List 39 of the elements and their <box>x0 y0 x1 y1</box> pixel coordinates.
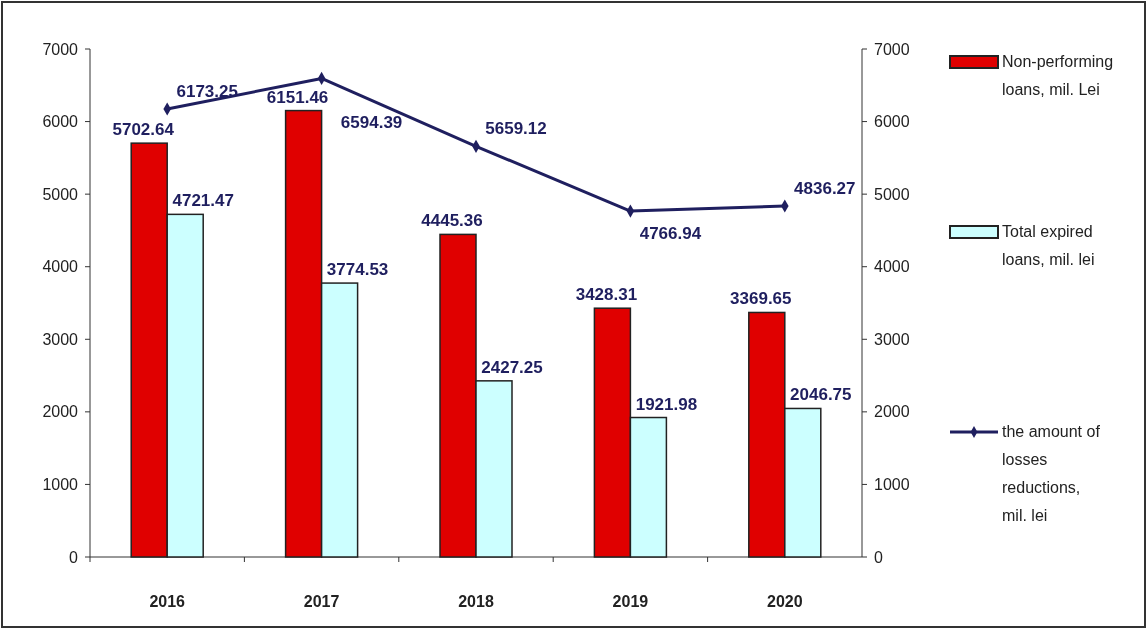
y2-tick-label: 5000 <box>874 185 910 203</box>
data-label: 4721.47 <box>172 191 234 211</box>
y-tick-label: 2000 <box>42 403 79 421</box>
data-label: 2046.75 <box>790 385 852 405</box>
data-label: 1921.98 <box>635 394 698 414</box>
x-tick-label: 2016 <box>149 593 186 610</box>
data-label: 5702.64 <box>112 120 175 140</box>
data-label: 3774.53 <box>326 260 389 280</box>
legend-label: Total expired loans, mil. lei <box>1002 223 1095 268</box>
data-label: 6151.46 <box>266 87 329 107</box>
data-label: 4836.27 <box>794 179 856 199</box>
data-label: 2427.25 <box>481 357 543 377</box>
data-label: 5659.12 <box>485 119 547 139</box>
y-tick-label: 3000 <box>42 330 79 348</box>
y2-tick-label: 3000 <box>874 330 910 348</box>
x-tick-label: 2020 <box>767 593 803 610</box>
y-tick-label: 1000 <box>42 476 79 494</box>
y-tick-label: 5000 <box>42 185 79 203</box>
y2-tick-label: 7000 <box>874 40 910 58</box>
y2-tick-label: 4000 <box>874 258 910 276</box>
y-tick-label: 4000 <box>42 258 79 276</box>
data-label: 6594.39 <box>340 113 403 133</box>
data-label: 4766.94 <box>639 224 702 244</box>
y2-tick-label: 2000 <box>874 403 910 421</box>
legend-label: Non-performing loans, mil. Lei <box>1002 53 1114 98</box>
y-tick-label: 6000 <box>42 113 79 131</box>
y2-tick-label: 1000 <box>874 476 910 494</box>
y2-tick-label: 6000 <box>874 113 910 131</box>
y-tick-label: 0 <box>69 548 79 566</box>
y-tick-label: 7000 <box>42 40 79 58</box>
x-tick-label: 2017 <box>303 593 340 610</box>
data-label: 4445.36 <box>421 211 483 231</box>
y2-tick-label: 0 <box>874 548 883 566</box>
data-label: 3428.31 <box>575 285 638 305</box>
data-label: 6173.25 <box>176 82 238 101</box>
legend-label: the amount of losses reductions, mil. lei <box>1002 423 1101 524</box>
x-tick-label: 2018 <box>458 593 494 610</box>
data-label: 3369.65 <box>730 289 792 309</box>
x-tick-label: 2019 <box>612 593 649 610</box>
